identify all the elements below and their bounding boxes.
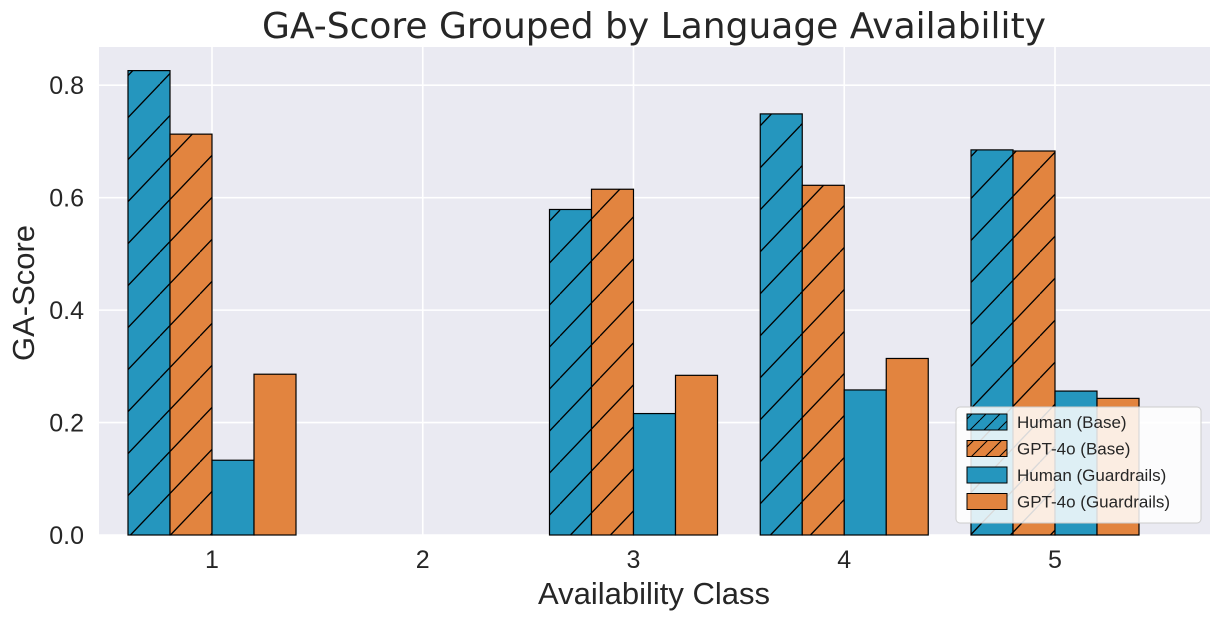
- bar-hatch: [591, 189, 634, 535]
- x-tick-labels: 1 2 3 4 5: [205, 546, 1062, 574]
- bar-hatch: [802, 185, 845, 536]
- legend-swatch-hatch: [967, 414, 1007, 430]
- y-tick-label: 0.2: [49, 410, 84, 438]
- y-tick-labels: 0.0 0.2 0.4 0.6 0.8: [49, 72, 84, 550]
- legend-label: Human (Base): [1017, 413, 1127, 432]
- bar: [211, 459, 255, 536]
- legend-box: [955, 406, 1202, 524]
- bar: [632, 412, 677, 536]
- y-tick-label: 0.6: [49, 185, 84, 213]
- legend-label: Human (Guardrails): [1017, 466, 1166, 485]
- x-tick-label: 2: [416, 546, 430, 574]
- y-tick-label: 0.4: [49, 297, 84, 325]
- y-axis-label: GA-Score: [6, 225, 41, 361]
- legend: Human (Base) GPT-4o (Base) Human (Guardrai…: [955, 406, 1202, 524]
- x-axis-label: Availability Class: [538, 576, 770, 611]
- bar: [253, 373, 297, 536]
- bar-hatch: [128, 70, 170, 535]
- bar-hatch: [760, 113, 803, 535]
- legend-swatch-hatch: [967, 440, 1007, 457]
- legend-swatch: [966, 493, 1008, 510]
- y-tick-label: 0.0: [49, 522, 84, 550]
- y-tick-label: 0.8: [49, 72, 84, 100]
- bar: [674, 374, 719, 536]
- x-tick-label: 3: [627, 546, 641, 574]
- legend-swatch: [966, 466, 1008, 484]
- bar: [885, 357, 929, 536]
- legend-label: GPT-4o (Guardrails): [1017, 493, 1170, 512]
- bar-hatch: [170, 134, 212, 535]
- chart-title: GA-Score Grouped by Language Availabilit…: [262, 6, 1046, 47]
- bar: [843, 389, 887, 536]
- x-tick-label: 1: [205, 546, 219, 574]
- x-tick-label: 5: [1048, 546, 1062, 574]
- bar-hatch: [549, 209, 592, 536]
- legend-label: GPT-4o (Base): [1017, 440, 1130, 459]
- x-tick-label: 4: [837, 546, 851, 574]
